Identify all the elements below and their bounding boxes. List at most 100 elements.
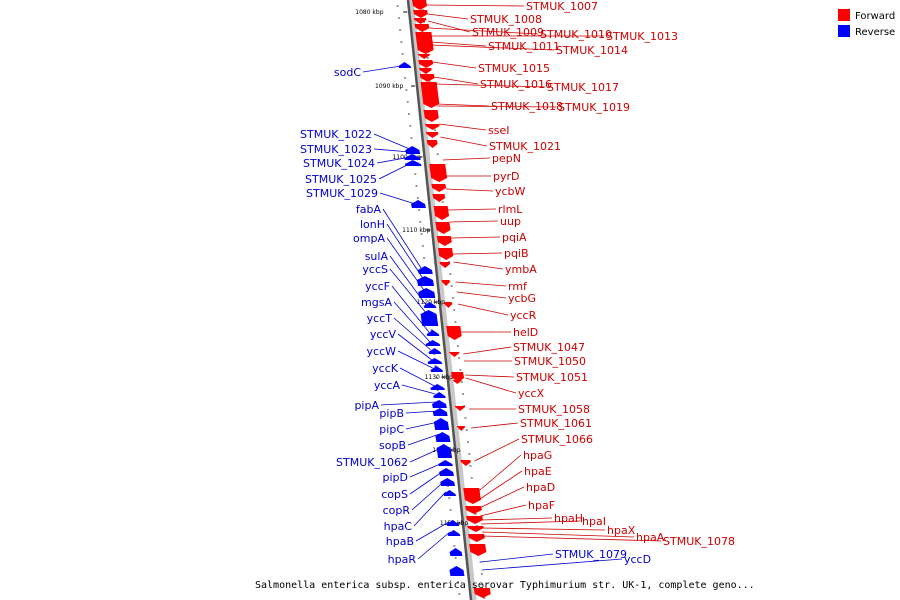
- forward-gene-block: [423, 110, 439, 122]
- reverse-gene-label: yccV: [370, 328, 397, 341]
- forward-leader-line: [470, 422, 519, 429]
- forward-gene-label: STMUK_1007: [526, 0, 598, 13]
- forward-gene-label: hpaH: [554, 512, 583, 525]
- forward-gene-label: uup: [500, 215, 521, 228]
- reverse-gene-block: [435, 432, 451, 442]
- forward-gene-block: [463, 488, 481, 504]
- reverse-leader-line: [481, 558, 623, 571]
- reverse-leader-line: [409, 447, 442, 463]
- reverse-gene-block: [398, 62, 412, 68]
- forward-leader-line: [442, 157, 491, 161]
- reverse-gene-label: hpaC: [384, 520, 413, 533]
- forward-gene-block: [418, 60, 434, 68]
- forward-gene-label: helD: [513, 326, 538, 339]
- reverse-gene-label: hpaR: [388, 553, 417, 566]
- forward-leader-line: [432, 61, 477, 69]
- reverse-leader-line: [378, 162, 412, 180]
- forward-gene-label: STMUK_1018: [491, 100, 563, 113]
- reverse-gene-label: pipD: [383, 471, 409, 484]
- reverse-gene-block: [423, 302, 437, 308]
- forward-gene-label: STMUK_1014: [556, 44, 628, 57]
- forward-gene-block: [448, 352, 460, 357]
- reverse-gene-block: [425, 340, 441, 346]
- reverse-leader-line: [413, 491, 446, 527]
- reverse-leader-line: [389, 268, 428, 315]
- forward-gene-block: [413, 10, 428, 18]
- reverse-gene-block: [439, 468, 454, 476]
- forward-gene-label: hpaI: [582, 515, 606, 528]
- legend-reverse-label: Reverse: [855, 27, 895, 38]
- forward-gene-block: [419, 74, 435, 82]
- forward-leader-line: [426, 4, 525, 7]
- reverse-gene-label: hpaB: [386, 535, 414, 548]
- forward-leader-line: [434, 83, 546, 88]
- reverse-leader-line: [399, 367, 435, 387]
- reverse-leader-line: [380, 401, 437, 406]
- forward-gene-block: [468, 534, 485, 542]
- genome-backbone: [406, 0, 477, 600]
- forward-gene-block: [419, 68, 432, 74]
- label-leader-lines: [362, 4, 662, 571]
- forward-gene-label: sseI: [488, 124, 509, 137]
- gene-labels: STMUK_1007STMUK_1008STMUK_1009STMUK_1010…: [300, 0, 735, 566]
- forward-gene-label: STMUK_1019: [558, 101, 630, 114]
- reverse-gene-block: [432, 408, 448, 416]
- reverse-gene-label: yccT: [367, 312, 393, 325]
- forward-gene-label: rmf: [508, 280, 528, 293]
- reverse-leader-line: [379, 192, 416, 205]
- forward-gene-block: [466, 516, 484, 524]
- forward-gene-block: [446, 326, 462, 340]
- forward-gene-label: pepN: [492, 152, 521, 165]
- reverse-gene-label: sulA: [365, 250, 389, 263]
- reverse-leader-line: [415, 521, 450, 542]
- backbone-shadow: [408, 0, 477, 600]
- reverse-gene-block: [430, 366, 444, 372]
- reverse-gene-block: [446, 520, 460, 526]
- forward-leader-line: [428, 20, 471, 33]
- forward-gene-block: [439, 262, 451, 268]
- forward-gene-block: [473, 588, 491, 598]
- forward-gene-label: yccR: [510, 309, 537, 322]
- forward-leader-line: [438, 123, 487, 131]
- reverse-gene-block: [426, 330, 440, 336]
- forward-leader-line: [481, 520, 581, 525]
- reverse-gene-block: [436, 444, 453, 458]
- forward-gene-label: STMUK_1008: [470, 13, 542, 26]
- forward-leader-line: [437, 105, 557, 108]
- reverse-leader-line: [417, 531, 451, 560]
- forward-gene-block: [436, 236, 452, 246]
- forward-gene-block: [451, 372, 465, 382]
- forward-leader-line: [480, 504, 527, 517]
- reverse-gene-label: STMUK_1025: [305, 173, 377, 186]
- forward-gene-label: hpaX: [607, 524, 636, 537]
- forward-gene-label: STMUK_1051: [516, 371, 588, 384]
- forward-gene-block: [413, 18, 427, 24]
- forward-gene-block: [451, 380, 463, 384]
- forward-leader-line: [430, 41, 487, 47]
- reverse-gene-block: [411, 200, 426, 208]
- forward-leader-line: [449, 220, 499, 223]
- forward-gene-block: [417, 54, 431, 59]
- legend-forward-label: Forward: [855, 11, 895, 22]
- forward-leader-line: [455, 281, 507, 287]
- reverse-gene-label: sodC: [334, 66, 361, 79]
- reverse-gene-label: yccA: [374, 379, 401, 392]
- reverse-gene-label: yccK: [372, 362, 399, 375]
- reverse-gene-block: [428, 348, 442, 354]
- forward-leader-line: [445, 188, 494, 192]
- reverse-gene-label: mgsA: [361, 296, 392, 309]
- forward-leader-line: [481, 531, 635, 538]
- reverse-leader-line: [393, 317, 432, 351]
- forward-gene-block: [441, 280, 451, 286]
- forward-leader-line: [479, 486, 525, 509]
- reverse-gene-block: [433, 392, 446, 398]
- forward-gene-label: STMUK_1009: [472, 26, 544, 39]
- forward-leader-line: [463, 346, 512, 355]
- reverse-gene-block: [430, 384, 445, 390]
- reverse-gene-block: [443, 490, 457, 496]
- forward-gene-label: hpaA: [636, 531, 665, 544]
- forward-leader-line: [465, 374, 515, 378]
- forward-gene-label: STMUK_1047: [513, 341, 585, 354]
- reverse-gene-block: [447, 530, 461, 536]
- reverse-leader-line: [405, 421, 439, 430]
